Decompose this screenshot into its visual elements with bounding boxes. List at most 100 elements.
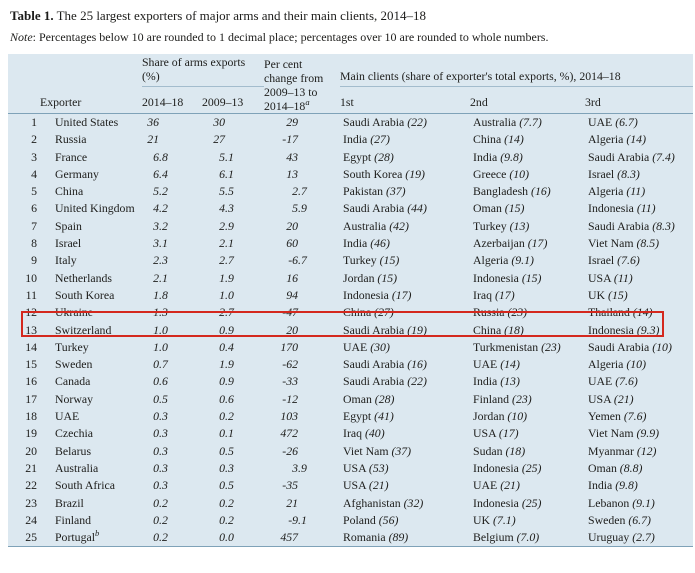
exporter-cell: Switzerland xyxy=(55,322,112,337)
footnote-marker-a: a xyxy=(305,97,310,108)
exporter-cell: Spain xyxy=(55,218,82,233)
exporter-cell: Finland xyxy=(55,512,92,527)
client-3rd-cell: USA (11) xyxy=(588,270,633,285)
share-2014-18-cell: 1.0 xyxy=(153,339,168,354)
exporter-cell: China xyxy=(55,184,84,199)
table-label: Table 1. xyxy=(10,8,54,23)
table-row: 23 Brazil 0.2 0.2 21 Afghanistan (32) Indonesi… xyxy=(8,495,693,512)
client-2nd-cell: Oman (15) xyxy=(473,201,525,216)
clients-group-header: Main clients (share of exporter's total … xyxy=(340,54,694,87)
table-row: 21 Australia 0.3 0.3 3.9 USA (53) Indonesia (2… xyxy=(8,460,693,477)
table-row: 17 Norway 0.5 0.6 -12 Oman (28) Finland (23) US… xyxy=(8,391,693,408)
client-1st-cell: India (46) xyxy=(343,236,390,251)
client-3rd-cell: UAE (6.7) xyxy=(588,115,638,129)
share-2014-18-cell: 2.1 xyxy=(153,270,168,285)
table-row: 25 Portugalb 0.2 0.0 457 Romania (89) Belgium … xyxy=(8,529,694,548)
client-3rd-cell: Israel (8.3) xyxy=(588,166,640,181)
client-3rd-cell: Algeria (11) xyxy=(588,184,646,199)
share-2014-18-cell: 0.5 xyxy=(153,391,168,406)
col-header-1st: 1st xyxy=(340,86,471,114)
table-row: 14 Turkey 1.0 0.4 170 UAE (30) Turkmenistan (2… xyxy=(8,339,693,356)
exporter-cell: United Kingdom xyxy=(55,201,135,216)
table-row: 11 South Korea 1.8 1.0 94 Indonesia (17) Iraq … xyxy=(8,287,693,304)
rank-cell: 7 xyxy=(31,218,37,233)
share-2009-13-cell: 0.3 xyxy=(219,460,234,475)
rank-cell: 12 xyxy=(25,305,37,320)
col-header-2nd: 2nd xyxy=(470,86,586,114)
exporter-cell: Brazil xyxy=(55,495,84,510)
exporter-cell: Turkey xyxy=(55,339,89,354)
rank-cell: 6 xyxy=(31,201,37,216)
rank-cell: 24 xyxy=(25,512,37,527)
client-1st-cell: UAE (30) xyxy=(343,339,390,354)
pct-change-cell: 3.9 xyxy=(292,460,307,475)
client-2nd-cell: Iraq (17) xyxy=(473,287,515,302)
share-2009-13-cell: 0.2 xyxy=(219,495,234,510)
exporter-cell: Israel xyxy=(55,236,82,251)
share-2014-18-cell: 3.1 xyxy=(153,236,168,251)
share-2014-18-cell: 1.3 xyxy=(153,305,168,320)
client-1st-cell: Iraq (40) xyxy=(343,426,385,441)
share-2009-13-cell: 2.7 xyxy=(219,305,234,320)
exporter-column-header: Exporter xyxy=(8,86,142,114)
share-2009-13-cell: 0.2 xyxy=(219,409,234,424)
client-1st-cell: Egypt (41) xyxy=(343,409,394,424)
share-2014-18-cell: 2.3 xyxy=(153,253,168,268)
rank-cell: 15 xyxy=(25,357,37,372)
client-1st-cell: Egypt (28) xyxy=(343,149,394,164)
table-row: 18 UAE 0.3 0.2 103 Egypt (41) Jordan (10) Yemen… xyxy=(8,408,693,425)
share-2009-13-cell: 1.9 xyxy=(219,357,234,372)
client-3rd-cell: USA (21) xyxy=(588,391,634,406)
exporter-cell: Norway xyxy=(55,391,94,406)
pct-change-header: Per cent change from 2009–13 to 2014–18a xyxy=(264,54,341,114)
exporter-cell: Germany xyxy=(55,166,99,181)
client-1st-cell: Australia (42) xyxy=(343,218,409,233)
rank-cell: 4 xyxy=(31,166,37,181)
share-2009-13-cell: 5.1 xyxy=(219,149,234,164)
share-2014-18-cell: 0.6 xyxy=(153,374,168,389)
share-2014-18-cell: 4.2 xyxy=(153,201,168,216)
rank-cell: 19 xyxy=(25,426,37,441)
table-row: 9 Italy 2.3 2.7 -6.7 Turkey (15) Algeria (9.1)… xyxy=(8,252,693,269)
table-row: 20 Belarus 0.3 0.5 -26 Viet Nam (37) Sudan (18… xyxy=(8,443,693,460)
share-2014-18-cell: 0.3 xyxy=(153,443,168,458)
rank-cell: 23 xyxy=(25,495,37,510)
pct-change-cell: 60 xyxy=(286,236,299,251)
pct-change-cell: 21 xyxy=(286,495,299,510)
share-2009-13-cell: 0.2 xyxy=(219,512,234,527)
exporter-cell: South Korea xyxy=(55,287,115,302)
client-2nd-cell: Indonesia (25) xyxy=(473,460,542,475)
table-row: 15 Sweden 0.7 1.9 -62 Saudi Arabia (16) UAE (1… xyxy=(8,356,693,373)
exporter-cell: Italy xyxy=(55,253,77,268)
client-1st-cell: Afghanistan (32) xyxy=(343,495,424,510)
client-2nd-cell: Russia (23) xyxy=(473,305,528,320)
share-2014-18-cell: 0.3 xyxy=(153,409,168,424)
share-2009-13-cell: 0.6 xyxy=(219,391,234,406)
share-2009-13-cell: 2.7 xyxy=(219,253,234,268)
note-text: : Percentages below 10 are rounded to 1 … xyxy=(32,30,549,44)
share-2014-18-cell: 1.0 xyxy=(153,322,168,337)
share-2009-13-cell: 0.0 xyxy=(202,529,265,548)
client-1st-cell: Oman (28) xyxy=(343,391,395,406)
client-2nd-cell: Sudan (18) xyxy=(473,443,526,458)
pct-change-cell: 13 xyxy=(286,166,299,181)
pct-change-cell: 2.7 xyxy=(292,184,307,199)
client-2nd-cell: Finland (23) xyxy=(473,391,532,406)
client-3rd-cell: UK (15) xyxy=(588,287,628,302)
pct-change-cell: 457 xyxy=(264,529,341,548)
table-row: 6 United Kingdom 4.2 4.3 5.9 Saudi Arabia (44… xyxy=(8,200,693,217)
rank-cell: 2 xyxy=(31,132,37,147)
share-2009-13-cell: 2.9 xyxy=(219,218,234,233)
share-2014-18-cell: 0.3 xyxy=(153,426,168,441)
client-3rd-cell: UAE (7.6) xyxy=(588,374,638,389)
exporter-cell: Russia xyxy=(55,132,87,147)
share-2014-18-cell: 0.3 xyxy=(153,478,168,493)
client-3rd-cell: Viet Nam (8.5) xyxy=(588,236,660,251)
client-3rd-cell: Oman (8.8) xyxy=(588,460,643,475)
rank-cell: 22 xyxy=(25,478,37,493)
pct-change-cell: -9.1 xyxy=(288,512,307,527)
table-row: 10 Netherlands 2.1 1.9 16 Jordan (15) Indonesi… xyxy=(8,270,693,287)
exporter-cell: Czechia xyxy=(55,426,93,441)
client-3rd-cell: Lebanon (9.1) xyxy=(588,495,655,510)
pct-change-cell: -6.7 xyxy=(288,253,307,268)
